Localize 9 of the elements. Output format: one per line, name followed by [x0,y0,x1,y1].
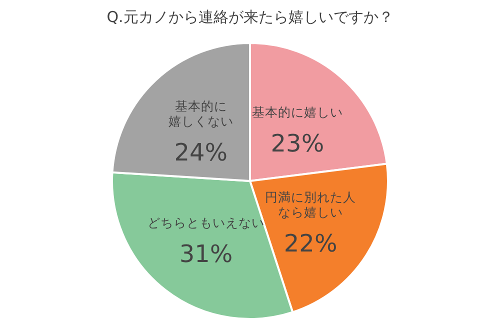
slice-label: 円満に別れた人なら嬉しい [265,189,356,220]
data-label: 31% [179,240,233,268]
chart-title: Q.元カノから連絡が来たら嬉しいですか？ [106,8,394,26]
data-label: 22% [284,229,338,258]
slice-label: 基本的に嬉しい [252,104,343,120]
data-label: 23% [270,130,324,158]
data-label: 24% [174,138,228,167]
slice-label: 基本的に嬉しくない [168,98,234,129]
slice-label: どちらともいえない [148,215,265,230]
